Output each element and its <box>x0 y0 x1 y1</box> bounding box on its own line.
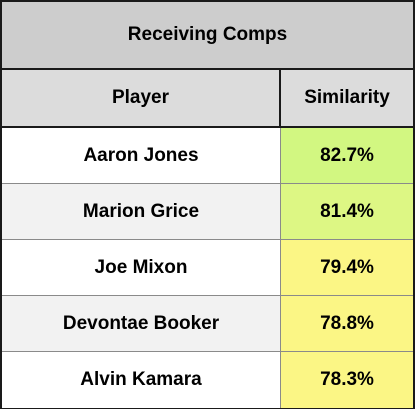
table-row: Joe Mixon 79.4% <box>2 240 413 296</box>
table-row: Marion Grice 81.4% <box>2 184 413 240</box>
player-name-cell: Marion Grice <box>2 184 281 239</box>
similarity-cell: 78.3% <box>281 352 413 408</box>
player-name-cell: Joe Mixon <box>2 240 281 295</box>
table-title: Receiving Comps <box>2 2 413 70</box>
table-header-row: Player Similarity <box>2 70 413 128</box>
table-row: Devontae Booker 78.8% <box>2 296 413 352</box>
table-row: Aaron Jones 82.7% <box>2 128 413 184</box>
table-row: Alvin Kamara 78.3% <box>2 352 413 408</box>
similarity-column-header: Similarity <box>304 87 390 108</box>
similarity-cell: 81.4% <box>281 184 413 239</box>
player-name-cell: Devontae Booker <box>2 296 281 351</box>
player-name-cell: Aaron Jones <box>2 128 281 183</box>
player-name-cell: Alvin Kamara <box>2 352 281 408</box>
similarity-cell: 78.8% <box>281 296 413 351</box>
similarity-cell: 79.4% <box>281 240 413 295</box>
player-column-header: Player <box>2 70 281 126</box>
similarity-cell: 82.7% <box>281 128 413 183</box>
